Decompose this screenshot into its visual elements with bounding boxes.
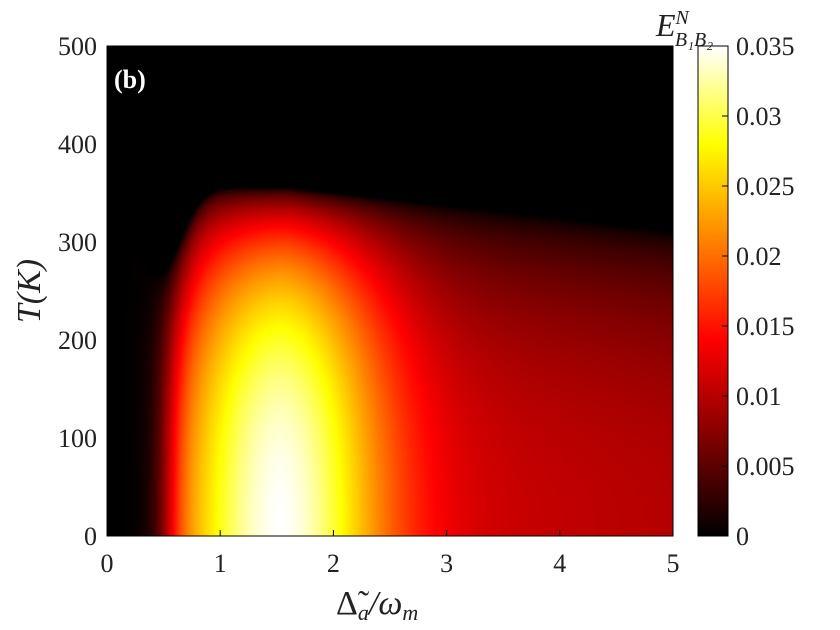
colorbar-tick-label: 0.025 (736, 172, 795, 201)
x-axis-ticks: 0 1 2 3 4 5 (101, 530, 680, 578)
colorbar: 0 0.005 0.01 0.015 0.02 0.025 0.03 0.035 EN B₁B₂ (655, 7, 795, 551)
cb-title-sup: N (675, 7, 691, 29)
colorbar-tick-label: 0.03 (736, 102, 782, 131)
x-tick-label: 1 (214, 549, 227, 578)
cb-title-main: E (655, 7, 676, 43)
x-tick-label: 4 (553, 549, 566, 578)
x-tick-label: 3 (440, 549, 453, 578)
x-label-sub-a: a (358, 600, 369, 625)
colorbar-tick-label: 0.005 (736, 452, 795, 481)
plot-frame (106, 45, 674, 537)
x-tick-label: 2 (327, 549, 340, 578)
cb-title-sub: B₁B₂ (675, 29, 713, 51)
colorbar-tick-label: 0.02 (736, 242, 782, 271)
x-tick-label: 5 (667, 549, 680, 578)
heatmap-plot: 0 1 2 3 4 5 0 100 200 300 400 500 (b) (58, 32, 680, 578)
y-tick-label: 0 (84, 522, 97, 551)
heatmap-image (107, 46, 673, 536)
x-label-sub-m: m (402, 600, 418, 625)
x-label-rest: /ω (367, 585, 402, 622)
colorbar-ticks: 0 0.005 0.01 0.015 0.02 0.025 0.03 0.035 (722, 32, 795, 551)
colorbar-gradient (697, 45, 729, 537)
x-axis-label: Δ̃a/ωm (336, 585, 418, 625)
colorbar-tick-label: 0.015 (736, 312, 795, 341)
y-tick-label: 200 (58, 326, 97, 355)
y-tick-label: 100 (58, 424, 97, 453)
y-tick-label: 500 (58, 32, 97, 61)
colorbar-tick-label: 0 (736, 522, 749, 551)
panel-label: (b) (114, 65, 146, 94)
y-axis-ticks: 0 100 200 300 400 500 (58, 32, 113, 551)
y-tick-label: 400 (58, 130, 97, 159)
colorbar-tick-label: 0.01 (736, 382, 782, 411)
colorbar-tick-label: 0.035 (736, 32, 795, 61)
y-tick-label: 300 (58, 228, 97, 257)
y-axis-label: T(K) (11, 259, 48, 323)
x-tick-label: 0 (101, 549, 114, 578)
colorbar-title: EN B₁B₂ (655, 7, 713, 51)
